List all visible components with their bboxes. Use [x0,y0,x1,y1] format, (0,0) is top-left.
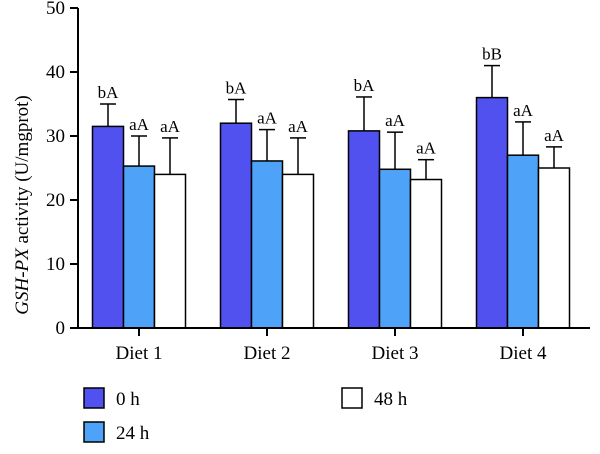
significance-label: aA [385,111,406,130]
significance-label: bB [482,45,502,64]
y-axis-label-italic: GSH-PX [12,247,33,315]
legend-swatch [341,387,363,409]
legend-label: 0 h [116,389,140,410]
significance-label: aA [129,115,150,134]
bar [347,130,381,329]
bar [281,173,315,329]
legend-swatch [83,387,105,409]
bar [537,167,571,329]
significance-label: aA [257,109,278,128]
significance-label: aA [160,117,181,136]
bar [506,154,540,329]
significance-label: aA [288,117,309,136]
bar [475,96,509,329]
bar [91,125,125,329]
y-tick-label: 10 [46,254,65,275]
y-tick-label: 0 [56,318,66,339]
bar [122,165,156,329]
significance-label: bA [354,76,376,95]
bar [250,160,284,329]
y-axis-label-rest: activity (U/mgprot) [12,95,33,248]
bar [219,122,253,329]
x-category-label: Diet 2 [244,343,291,364]
bar [409,178,443,329]
significance-label: aA [513,101,534,120]
legend-label: 48 h [374,389,408,410]
legend-swatch [83,421,105,443]
y-tick-label: 30 [46,126,65,147]
y-tick-label: 40 [46,62,65,83]
bars: bA aA aA bA aA aA bA aA aA bB aA aA [91,45,571,329]
y-axis-label: GSH-PX activity (U/mgprot) [12,95,33,315]
x-category-label: Diet 3 [372,343,419,364]
significance-label: aA [544,126,565,145]
significance-label: aA [416,139,437,158]
y-axis: 0 10 20 30 40 50 [46,0,79,339]
y-tick-label: 20 [46,190,65,211]
significance-label: bA [226,79,248,98]
x-category-label: Diet 1 [116,343,163,364]
x-axis: Diet 1 Diet 2 Diet 3 Diet 4 [78,327,590,364]
bar [378,168,412,329]
legend: 0 h 24 h 48 h [83,387,408,444]
bar [153,173,187,329]
y-tick-label: 50 [46,0,65,19]
significance-label: bA [98,83,120,102]
legend-label: 24 h [116,423,150,444]
x-category-label: Diet 4 [500,343,547,364]
